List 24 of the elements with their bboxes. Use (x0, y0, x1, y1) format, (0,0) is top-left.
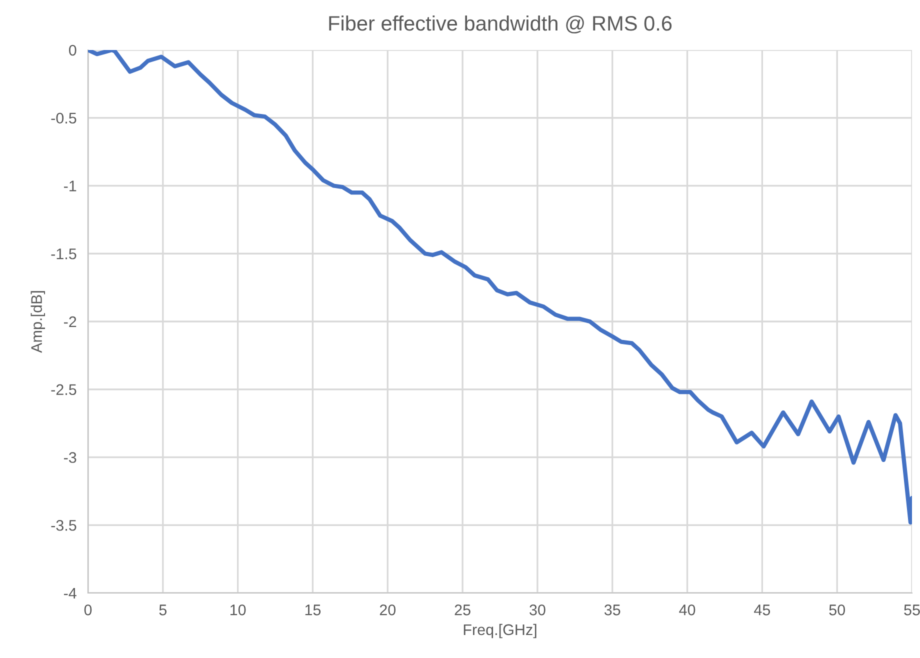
y-tick-label: -3 (64, 452, 76, 463)
chart-title: Fiber effective bandwidth @ RMS 0.6 (329, 15, 672, 34)
y-tick-label: -2.5 (51, 384, 76, 396)
x-tick-label: 30 (530, 604, 546, 616)
y-tick-label: -4 (64, 588, 76, 599)
y-tick-label: -3.5 (51, 520, 76, 531)
y-tick-label: -1 (64, 180, 76, 192)
y-tick-label: -0.5 (51, 112, 76, 124)
x-tick-label: 5 (159, 604, 167, 616)
y-tick-label: -1.5 (51, 248, 76, 260)
x-tick-label: 55 (904, 604, 920, 616)
x-tick-label: 20 (380, 604, 396, 616)
x-tick-label: 0 (84, 604, 92, 616)
y-tick-label: -2 (64, 316, 76, 328)
y-tick-label: 0 (68, 44, 76, 56)
x-tick-label: 40 (679, 604, 696, 616)
x-tick-label: 25 (454, 604, 470, 616)
x-tick-label: 10 (230, 604, 246, 616)
x-tick-label: 15 (305, 604, 321, 616)
x-tick-label: 45 (754, 604, 770, 616)
y-axis-title: Amp.[dB] (30, 291, 46, 353)
x-tick-label: 50 (829, 604, 845, 616)
x-tick-label: 35 (604, 604, 620, 616)
x-axis-title: Freq.[GHz] (464, 624, 536, 638)
